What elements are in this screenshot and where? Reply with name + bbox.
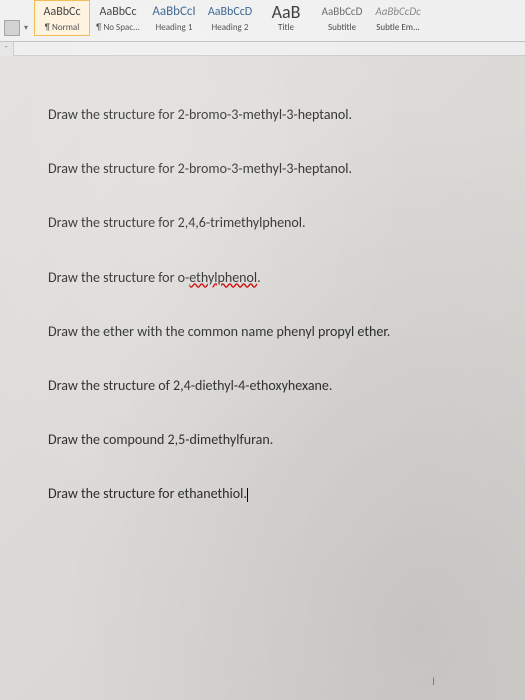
style-preview: AaBbCcDc <box>371 3 425 21</box>
style-preview: AaBbCcD <box>315 3 369 21</box>
footer-indicator: I <box>432 676 435 688</box>
style-item-title[interactable]: AaBTitle <box>258 0 314 36</box>
style-item--normal[interactable]: AaBbCc¶ Normal <box>34 0 90 36</box>
styles-gallery: AaBbCc¶ NormalAaBbCc¶ No Spac...AaBbCcIH… <box>34 0 426 36</box>
document-line[interactable]: Draw the structure for 2-bromo-3-methyl-… <box>48 160 497 178</box>
ribbon-styles-section: ▾ AaBbCc¶ NormalAaBbCc¶ No Spac...AaBbCc… <box>0 0 525 42</box>
style-label: Subtle Em... <box>371 22 425 33</box>
document-line[interactable]: Draw the ether with the common name phen… <box>48 323 497 341</box>
chevron-down-icon[interactable]: ▾ <box>24 23 28 33</box>
style-preview: AaBbCc <box>35 3 89 21</box>
style-item-heading-2[interactable]: AaBbCcDHeading 2 <box>202 0 258 36</box>
ruler-corner: ⌐ <box>0 42 14 56</box>
document-line[interactable]: Draw the structure for o-ethylphenol. <box>48 269 497 287</box>
style-label: ¶ No Spac... <box>91 22 145 33</box>
style-label: Heading 2 <box>203 22 257 33</box>
style-label: Subtitle <box>315 22 369 33</box>
style-item-heading-1[interactable]: AaBbCcIHeading 1 <box>146 0 202 36</box>
document-area[interactable]: Draw the structure for 2-bromo-3-methyl-… <box>0 56 525 700</box>
ruler-bar: ⌐ <box>0 42 525 56</box>
style-item--no-spac-[interactable]: AaBbCc¶ No Spac... <box>90 0 146 36</box>
document-line[interactable]: Draw the compound 2,5-dimethylfuran. <box>48 431 497 449</box>
style-item-subtitle[interactable]: AaBbCcDSubtitle <box>314 0 370 36</box>
text-cursor <box>247 488 248 502</box>
style-preview: AaB <box>259 3 313 21</box>
grid-icon[interactable] <box>4 20 20 36</box>
document-line[interactable]: Draw the structure for ethanethiol. <box>48 485 497 503</box>
ribbon-left-controls: ▾ <box>4 0 28 36</box>
style-label: Heading 1 <box>147 22 201 33</box>
style-preview: AaBbCcI <box>147 3 201 21</box>
spellcheck-underline[interactable]: ethylphenol <box>189 269 257 286</box>
style-label: ¶ Normal <box>35 22 89 33</box>
style-preview: AaBbCcD <box>203 3 257 21</box>
document-line[interactable]: Draw the structure for 2,4,6-trimethylph… <box>48 214 497 232</box>
style-label: Title <box>259 22 313 33</box>
style-item-subtle-em-[interactable]: AaBbCcDcSubtle Em... <box>370 0 426 36</box>
document-line[interactable]: Draw the structure of 2,4-diethyl-4-etho… <box>48 377 497 395</box>
document-line[interactable]: Draw the structure for 2-bromo-3-methyl-… <box>48 106 497 124</box>
style-preview: AaBbCc <box>91 3 145 21</box>
